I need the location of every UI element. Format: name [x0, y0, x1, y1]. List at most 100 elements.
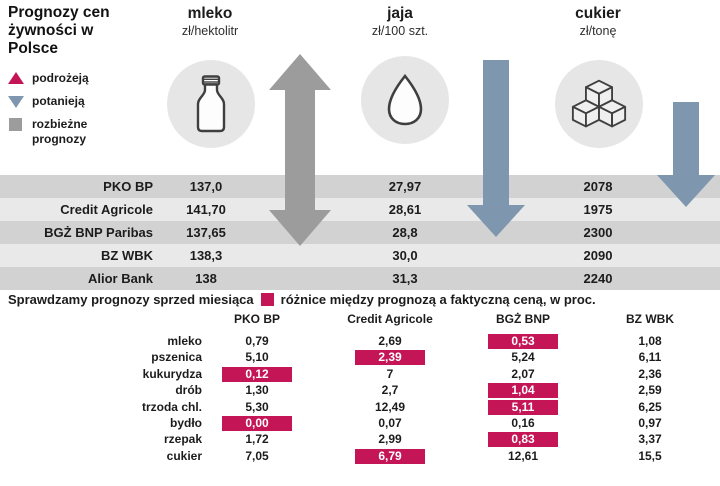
bank-name: Alior Bank [87, 271, 153, 286]
product-unit: zł/tonę [579, 24, 617, 38]
value-bzwbk: 3,37 [638, 432, 662, 447]
value-creditagricole: 7 [386, 366, 394, 381]
trend-legend: podrożeją potanieją rozbieżne prognozy [8, 71, 130, 155]
cukier-value: 2078 [583, 179, 613, 194]
value-bgzbnp: 2,07 [511, 366, 535, 381]
jaja-value: 28,8 [392, 225, 418, 240]
review-table: mleko 0,79 2,69 0,53 1,08 pszenica 5,10 … [0, 333, 720, 464]
product-label: trzoda chl. [141, 399, 202, 414]
mleko-value: 137,0 [189, 179, 223, 194]
product-name: cukier [575, 5, 621, 22]
product-unit: zł/100 szt. [371, 24, 429, 38]
milk-bottle-icon [167, 60, 255, 148]
forecast-table: PKO BP 137,0 27,97 2078 Credit Agricole … [0, 175, 720, 290]
review-title: Sprawdzamy prognozy sprzed miesiąca [8, 292, 254, 307]
cukier-value: 2300 [583, 225, 613, 240]
mleko-value: 138,3 [189, 248, 223, 263]
down-trend-arrow-jaja [467, 60, 525, 242]
col-header-creditagricole: Credit Agricole [347, 312, 433, 326]
bank-name: PKO BP [103, 179, 153, 194]
column-header-cukier: cukier zł/tonę [513, 5, 683, 38]
product-label: rzepak [163, 432, 202, 447]
value-pkobp: 1,72 [245, 432, 269, 447]
value-creditagricole: 2,69 [378, 334, 402, 348]
value-bzwbk: 6,25 [638, 399, 662, 414]
review-row: cukier 7,05 6,79 12,61 15,5 [0, 448, 720, 464]
value-pkobp: 0,79 [245, 334, 269, 348]
value-bzwbk: 2,36 [638, 366, 662, 381]
col-header-bzwbk: BZ WBK [626, 312, 674, 326]
product-label: pszenica [151, 350, 202, 365]
value-bzwbk: 0,97 [638, 415, 662, 430]
value-creditagricole: 0,07 [378, 415, 402, 430]
bank-name: Credit Agricole [60, 202, 153, 217]
red-square-icon [260, 293, 274, 306]
product-unit: zł/hektolitr [181, 24, 239, 38]
table-row: Alior Bank 138 31,3 2240 [0, 267, 720, 290]
review-legend-label: różnice między prognozą a faktyczną ceną… [280, 292, 596, 307]
table-row: Credit Agricole 141,70 28,61 1975 [0, 198, 720, 221]
jaja-value: 28,61 [388, 202, 422, 217]
value-pkobp: 0,12 [222, 366, 292, 382]
jaja-value: 30,0 [392, 248, 418, 263]
mixed-trend-arrow [269, 54, 331, 251]
cukier-value: 1975 [583, 202, 613, 217]
page-title: Prognozy cen żywności w Polsce [8, 4, 110, 57]
cukier-value: 2090 [583, 248, 613, 263]
review-row: kukurydza 0,12 7 2,07 2,36 [0, 366, 720, 382]
value-bzwbk: 1,08 [638, 334, 662, 348]
down-triangle-icon [8, 96, 24, 108]
value-pkobp: 5,10 [245, 350, 269, 365]
value-creditagricole: 12,49 [374, 399, 406, 414]
product-label: cukier [166, 448, 202, 463]
col-header-bgzbnp: BGŻ BNP [496, 312, 550, 326]
product-label: mleko [167, 334, 202, 348]
sugar-cubes-icon [555, 60, 643, 148]
egg-icon [361, 56, 449, 144]
value-bgzbnp: 1,04 [488, 383, 558, 399]
review-row: rzepak 1,72 2,99 0,83 3,37 [0, 431, 720, 448]
value-bgzbnp: 0,83 [488, 432, 558, 448]
product-name: jaja [387, 5, 413, 22]
bank-name: BGŻ BNP Paribas [44, 225, 153, 240]
gray-square-icon [9, 118, 22, 131]
product-label: drób [175, 383, 202, 398]
table-row: BZ WBK 138,3 30,0 2090 [0, 244, 720, 267]
legend-item-mixed: rozbieżne prognozy [8, 117, 130, 147]
value-bzwbk: 15,5 [638, 448, 662, 463]
down-trend-arrow-cukier [657, 102, 715, 212]
value-pkobp: 1,30 [245, 383, 269, 398]
mleko-value: 141,70 [186, 202, 226, 217]
value-creditagricole: 6,79 [355, 448, 425, 464]
bank-name: BZ WBK [101, 248, 153, 263]
table-row: BGŻ BNP Paribas 137,65 28,8 2300 [0, 221, 720, 244]
cukier-value: 2240 [583, 271, 613, 286]
value-bgzbnp: 0,53 [488, 334, 558, 349]
legend-mixed-label: rozbieżne prognozy [32, 117, 88, 146]
value-creditagricole: 2,99 [378, 432, 402, 447]
legend-up-label: podrożeją [32, 71, 89, 85]
legend-down-label: potanieją [32, 94, 85, 108]
value-bgzbnp: 12,61 [507, 448, 539, 463]
jaja-value: 31,3 [392, 271, 418, 286]
table-row: PKO BP 137,0 27,97 2078 [0, 175, 720, 198]
product-label: bydło [170, 415, 202, 430]
value-pkobp: 7,05 [245, 448, 269, 463]
review-row: mleko 0,79 2,69 0,53 1,08 [0, 333, 720, 349]
product-label: kukurydza [142, 366, 202, 381]
product-name: mleko [187, 5, 233, 22]
review-row: bydło 0,00 0,07 0,16 0,97 [0, 415, 720, 431]
value-bgzbnp: 5,24 [511, 350, 535, 365]
jaja-value: 27,97 [388, 179, 422, 194]
review-row: pszenica 5,10 2,39 5,24 6,11 [0, 349, 720, 366]
up-triangle-icon [8, 72, 24, 84]
review-header: Sprawdzamy prognozy sprzed miesiąca różn… [8, 292, 596, 307]
mleko-value: 138 [195, 271, 217, 286]
col-header-pkobp: PKO BP [233, 312, 280, 326]
column-header-mleko: mleko zł/hektolitr [125, 5, 295, 38]
column-header-jaja: jaja zł/100 szt. [315, 5, 485, 38]
review-row: trzoda chl. 5,30 12,49 5,11 6,25 [0, 399, 720, 415]
legend-item-up: podrożeją [8, 71, 130, 86]
review-column-headers: PKO BP Credit Agricole BGŻ BNP BZ WBK [0, 312, 720, 330]
value-bzwbk: 2,59 [638, 383, 662, 398]
